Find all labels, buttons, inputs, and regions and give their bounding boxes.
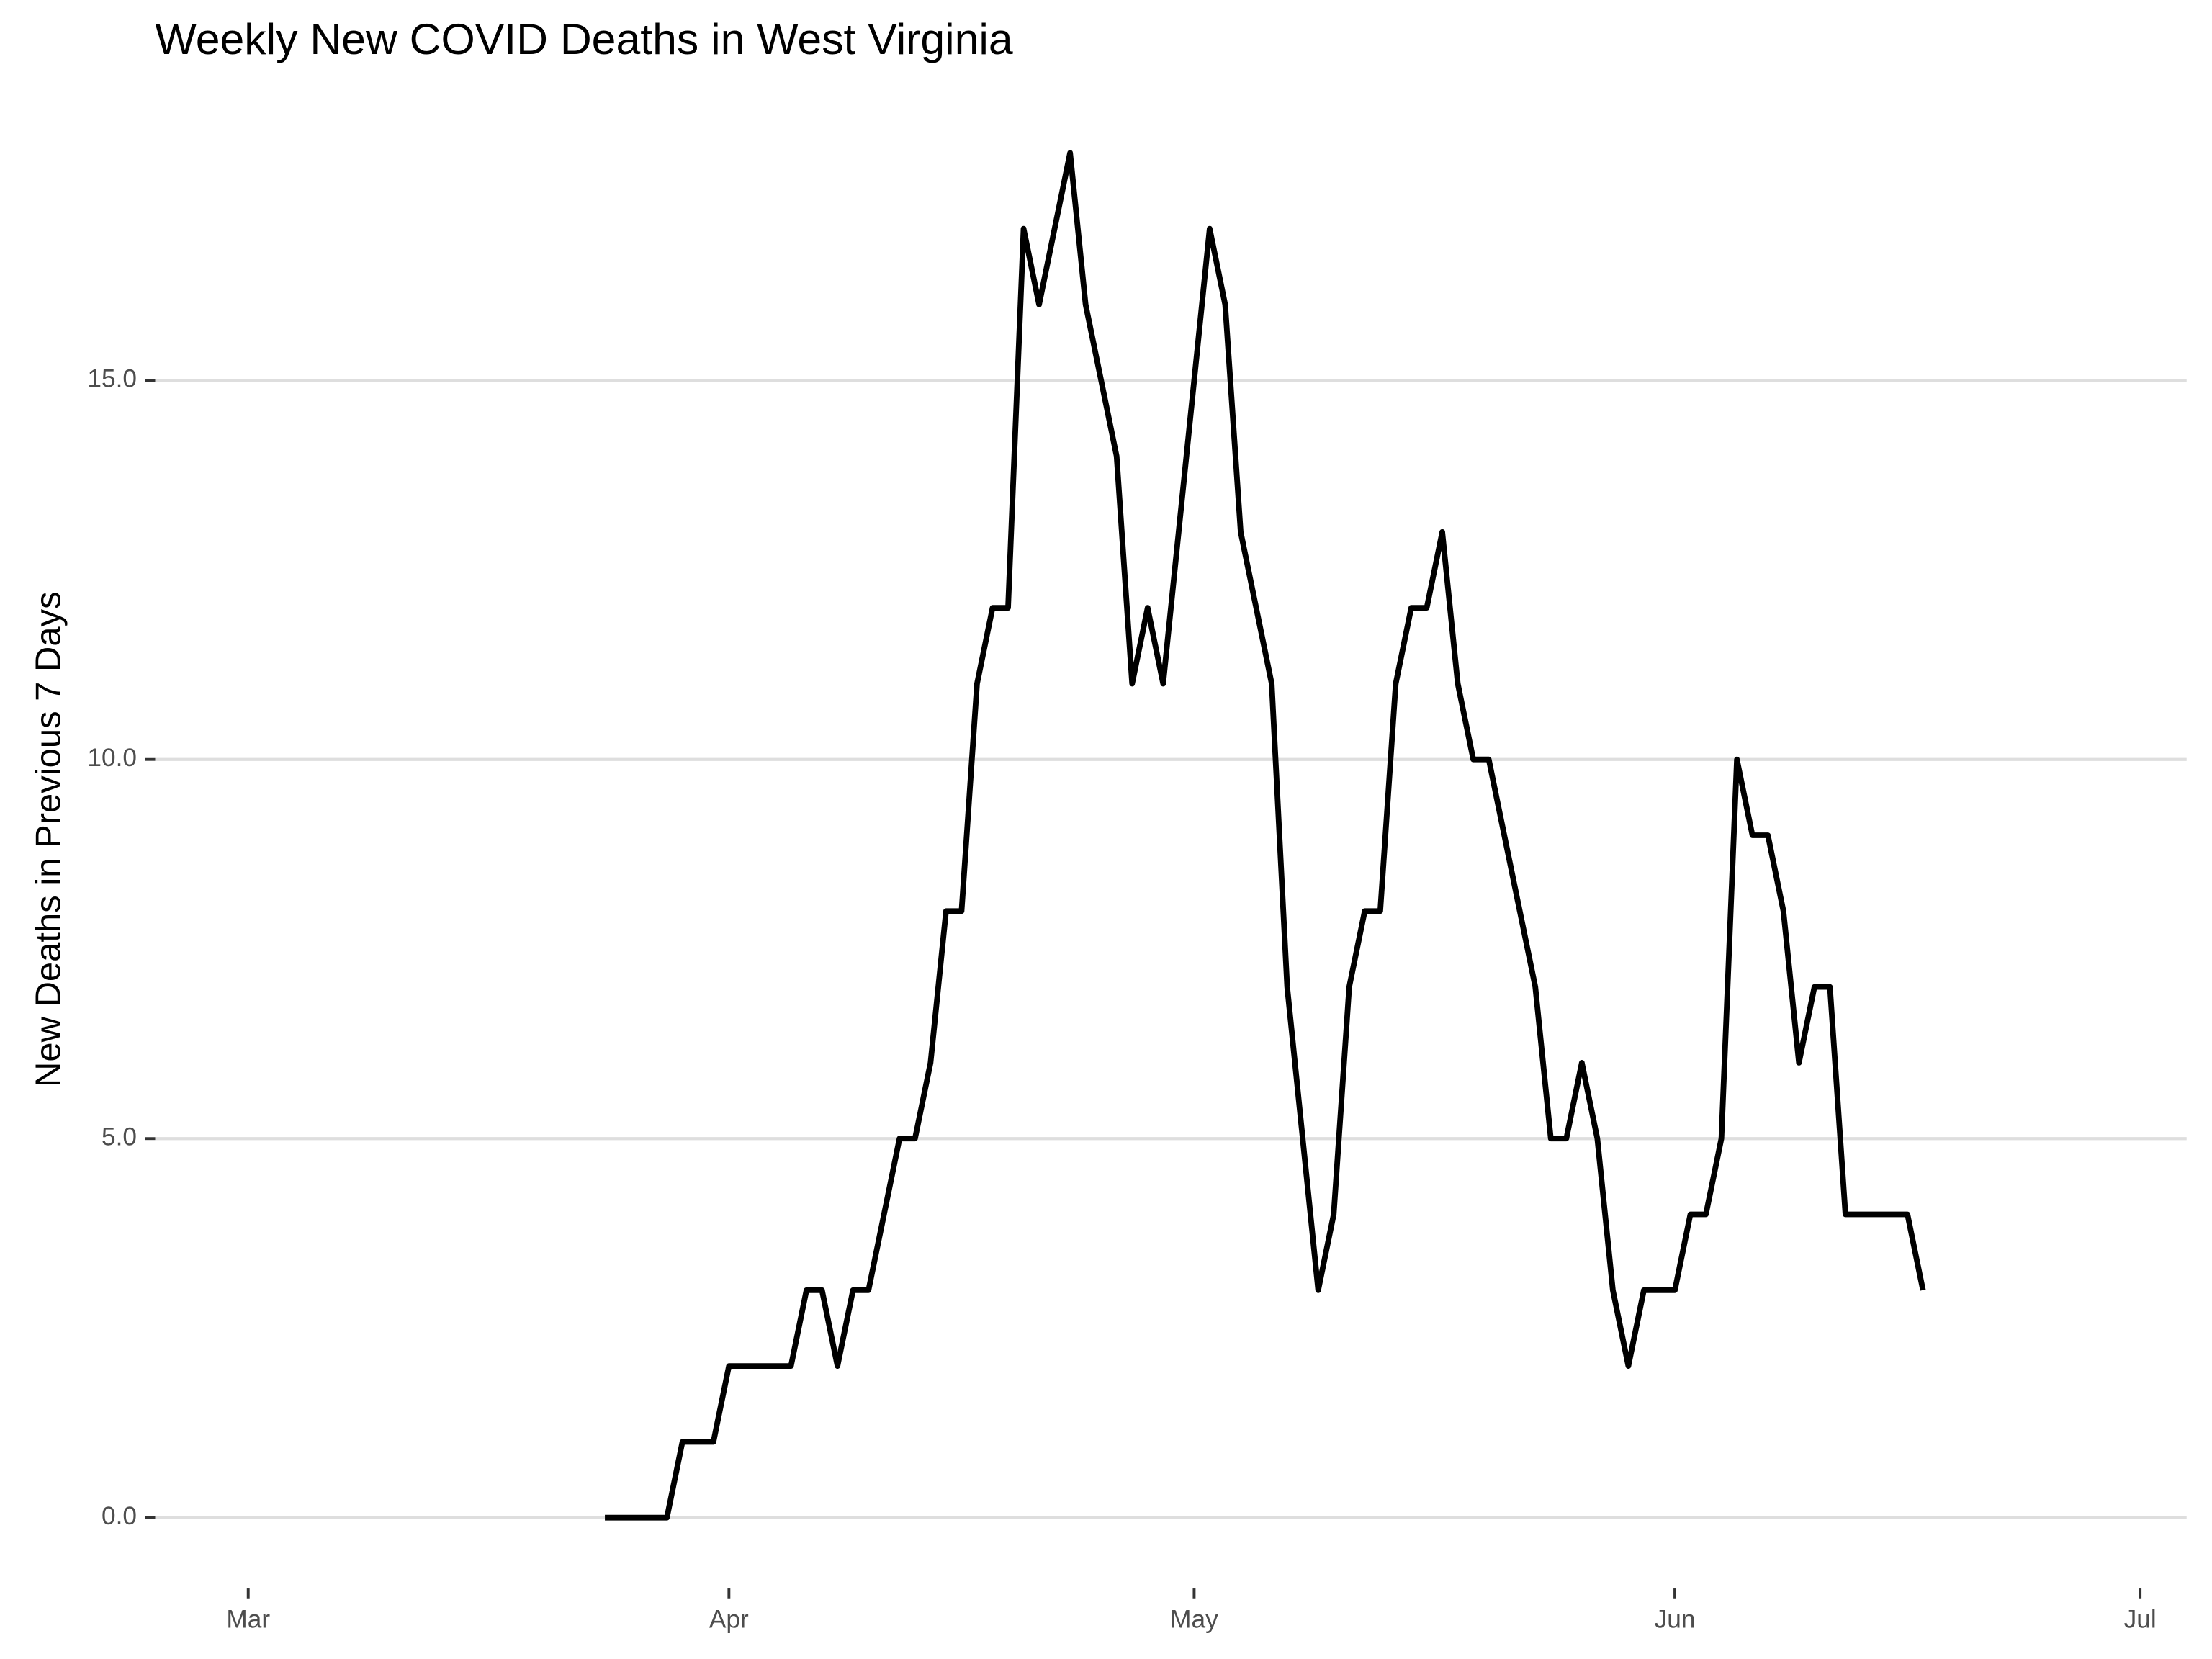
x-tick-label: Mar [226,1605,270,1633]
data-line [605,150,1926,1521]
y-tick-label: 15.0 [87,365,137,393]
y-tick-label: 0.0 [102,1502,137,1530]
x-tick-label: Jun [1655,1605,1696,1633]
y-tick-label: 10.0 [87,744,137,772]
y-tick-label: 5.0 [102,1123,137,1151]
y-axis-label: New Deaths in Previous 7 Days [29,591,68,1087]
chart-title: Weekly New COVID Deaths in West Virginia [156,14,1013,63]
x-tick-label: Apr [709,1605,749,1633]
x-tick-label: May [1170,1605,1218,1633]
x-tick-label: Jul [2124,1605,2157,1633]
